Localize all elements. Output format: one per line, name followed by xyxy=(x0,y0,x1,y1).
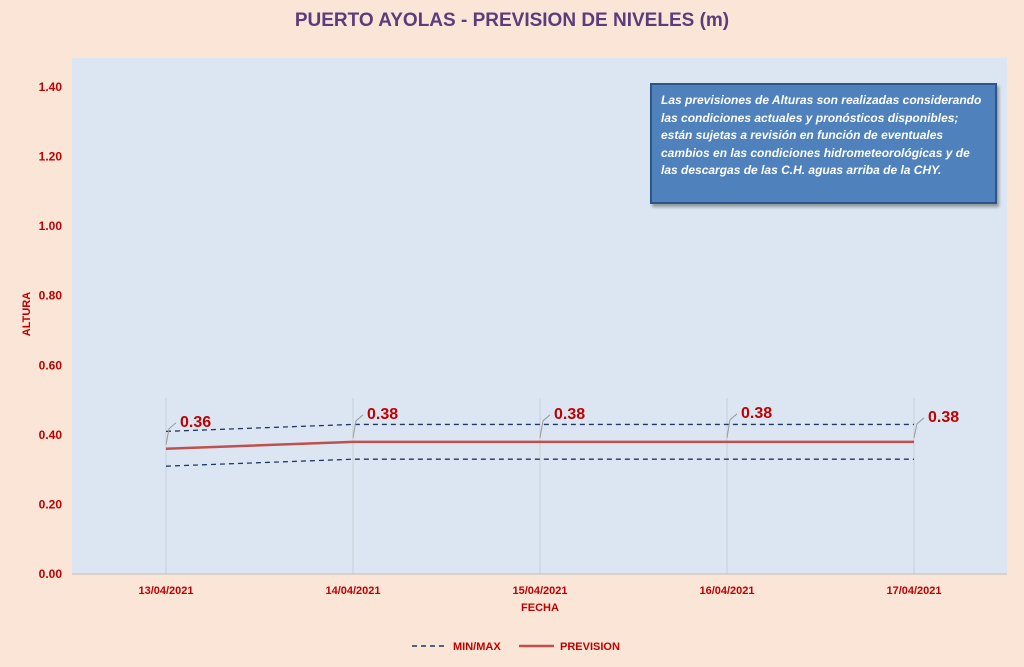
legend: MIN/MAX PREVISION xyxy=(412,641,620,653)
legend-prevision-label: PREVISION xyxy=(560,641,620,653)
y-tick-label: 1.40 xyxy=(39,80,63,94)
y-tick-label: 0.00 xyxy=(39,567,63,581)
data-label: 0.36 xyxy=(180,414,211,431)
y-tick-label: 0.20 xyxy=(39,497,63,511)
y-axis-label: ALTURA xyxy=(21,292,33,336)
x-tick-label: 17/04/2021 xyxy=(886,585,941,597)
series xyxy=(165,423,914,467)
data-label: 0.38 xyxy=(554,406,585,423)
data-label: 0.38 xyxy=(928,409,959,426)
data-label-leader xyxy=(352,414,364,438)
x-tick-label: 13/04/2021 xyxy=(138,585,193,597)
forecast-note: Las previsiones de Alturas son realizada… xyxy=(650,83,997,204)
data-label-leader xyxy=(165,422,177,445)
gridlines xyxy=(165,398,915,574)
y-tick-label: 0.60 xyxy=(39,358,63,372)
chart-title: PUERTO AYOLAS - PREVISION DE NIVELES (m) xyxy=(294,10,730,31)
x-tick-label: 15/04/2021 xyxy=(512,585,567,597)
y-axis-ticks: 0.00 0.20 0.40 0.60 0.80 1.00 1.20 1.40 xyxy=(39,80,63,581)
min-line xyxy=(165,458,914,467)
data-label: 0.38 xyxy=(741,405,772,422)
data-label-leader xyxy=(726,413,738,438)
data-label-leader xyxy=(913,417,925,438)
x-axis-label: FECHA xyxy=(521,602,559,614)
prevision-line xyxy=(165,440,914,451)
legend-minmax-label: MIN/MAX xyxy=(453,641,501,653)
data-label: 0.38 xyxy=(367,406,398,423)
x-tick-label: 16/04/2021 xyxy=(699,585,754,597)
y-tick-label: 0.40 xyxy=(39,428,63,442)
x-tick-label: 14/04/2021 xyxy=(325,585,380,597)
x-axis-ticks: 13/04/2021 14/04/2021 15/04/2021 16/04/2021… xyxy=(138,585,941,597)
y-tick-label: 1.20 xyxy=(39,150,63,164)
max-line xyxy=(165,423,914,433)
data-label-leader xyxy=(539,414,551,438)
y-tick-label: 0.80 xyxy=(39,289,63,303)
y-tick-label: 1.00 xyxy=(39,219,63,233)
data-labels: 0.36 0.38 0.38 0.38 0.38 xyxy=(165,405,959,445)
